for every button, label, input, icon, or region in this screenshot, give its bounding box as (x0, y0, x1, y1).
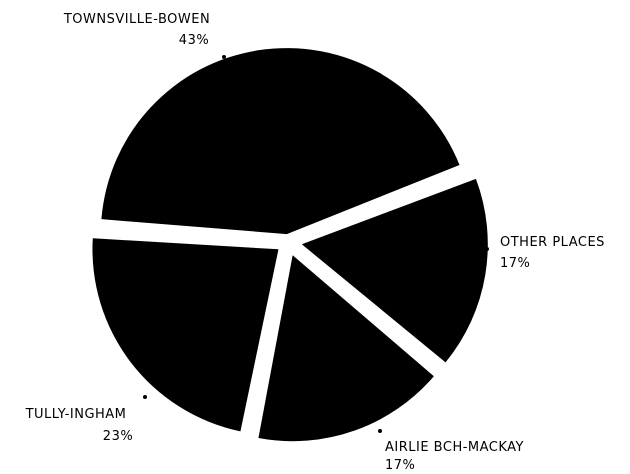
pie-slice-other-places (301, 178, 488, 363)
pie-slice-townsville-bowen (101, 48, 460, 235)
pie-slice-tully-ingham (92, 238, 279, 432)
slice-percent-townsville-bowen: 43% (179, 33, 209, 48)
pie-slices (92, 48, 488, 442)
slice-marker-townsville-bowen (222, 55, 226, 59)
slice-percent-tully-ingham: 23% (103, 429, 133, 444)
slice-marker-airlie-bch-mackay (378, 429, 382, 433)
pie-labels: TOWNSVILLE-BOWEN 43% OTHER PLACES 17% AI… (25, 12, 605, 473)
pie-slice-airlie-bch-mackay (258, 255, 434, 442)
slice-percent-airlie-bch-mackay: 17% (385, 458, 415, 473)
slice-marker-other-places (485, 247, 489, 251)
slice-label-airlie-bch-mackay: AIRLIE BCH-MACKAY (385, 440, 524, 455)
slice-marker-tully-ingham (143, 395, 147, 399)
slice-label-tully-ingham: TULLY-INGHAM (25, 407, 127, 422)
slice-label-townsville-bowen: TOWNSVILLE-BOWEN (63, 12, 210, 27)
slice-percent-other-places: 17% (500, 256, 530, 271)
slice-label-other-places: OTHER PLACES (500, 235, 605, 250)
